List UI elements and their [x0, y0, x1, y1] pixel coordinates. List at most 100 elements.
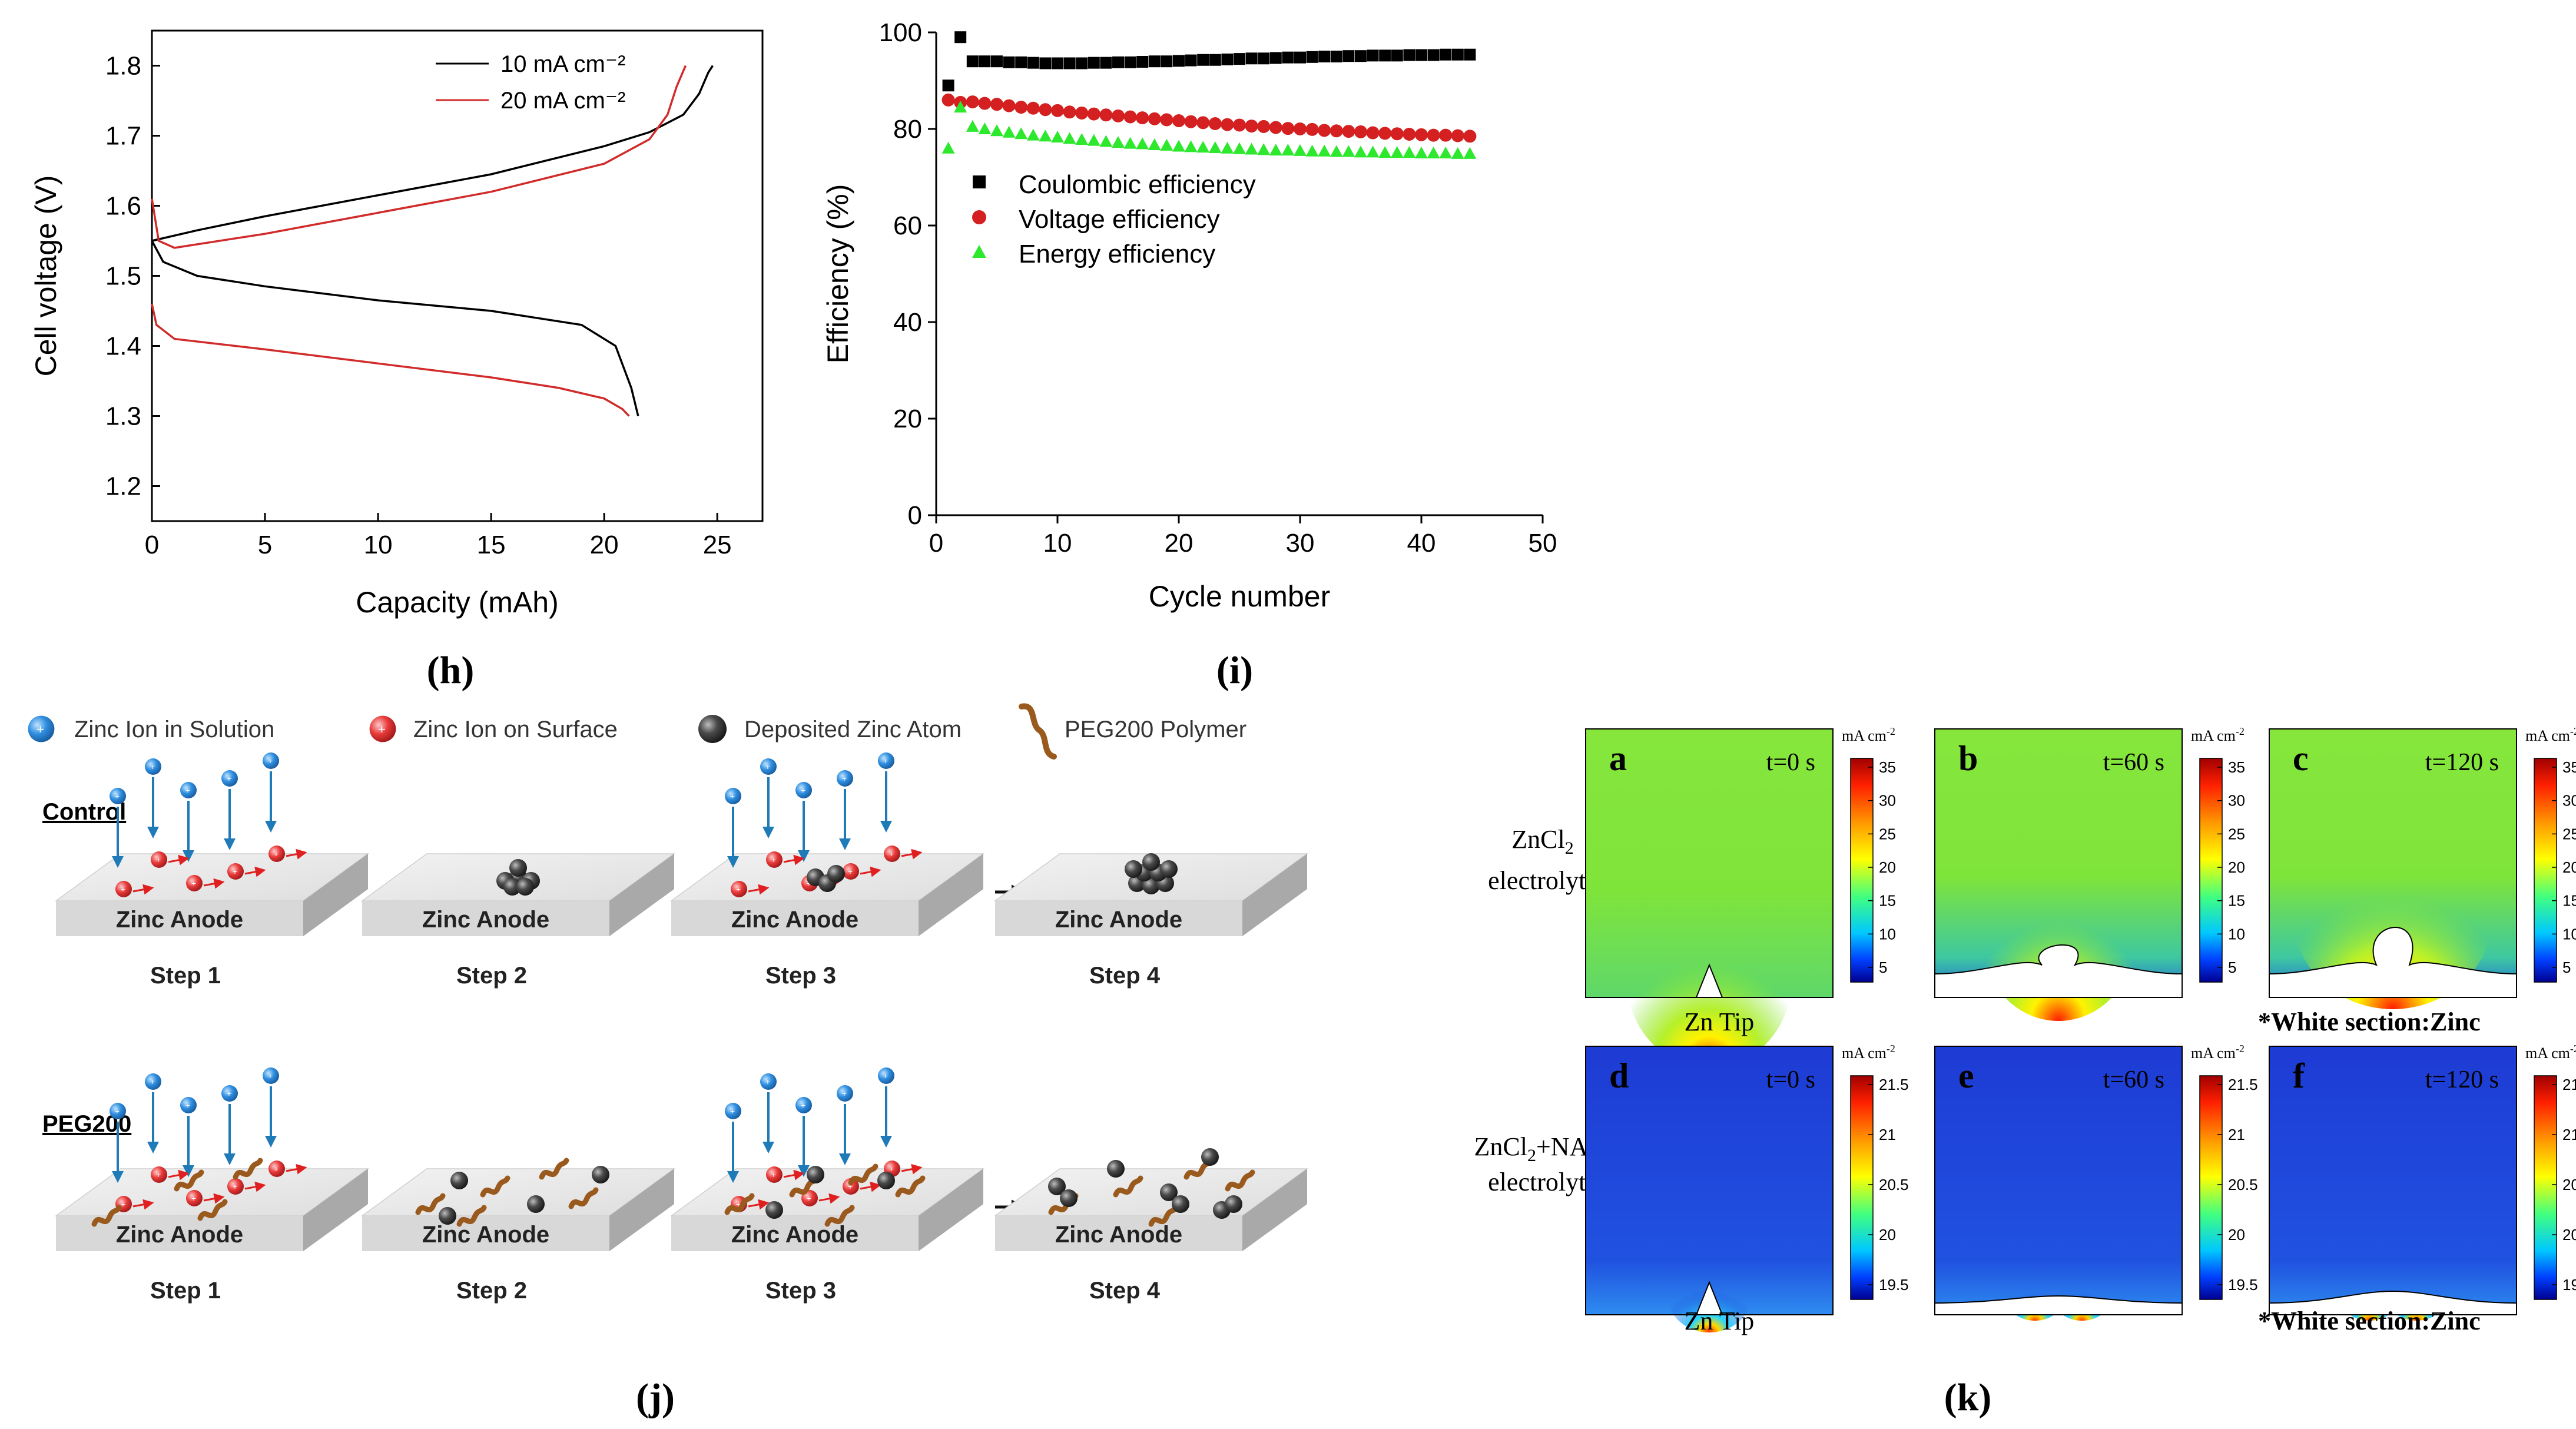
point-triangle-2-37: [1390, 146, 1404, 158]
zinc-ion-surface-icon: [151, 851, 167, 868]
colorbar-tick-label: 20: [2228, 858, 2245, 876]
point-triangle-2-34: [1354, 145, 1367, 158]
x-tick-label-2: 10: [364, 531, 393, 559]
colorbar-unit: mA cm-2: [2191, 725, 2245, 744]
panel-i-y-axis-label: Efficiency (%): [821, 184, 854, 364]
y-tick-label-0: 0: [908, 501, 922, 530]
colorbar-tick-label: 21.5: [2228, 1076, 2258, 1093]
anode-label: Zinc Anode: [422, 907, 549, 933]
point-triangle-2-2: [966, 120, 979, 132]
map-letter: a: [1609, 739, 1627, 778]
series-line-2: [151, 65, 687, 249]
colorbar-tick-label: 20: [1879, 1226, 1896, 1244]
point-circle-1-13: [1099, 108, 1113, 122]
zinc-ion-solution-icon: [28, 715, 55, 742]
colorbar-tick-label: 20: [2562, 1226, 2576, 1244]
point-triangle-2-18: [1160, 138, 1173, 151]
point-square-0-34: [1355, 50, 1367, 62]
surface-diffusion-arrow: [748, 884, 770, 895]
zinc-ion-solution-icon: [145, 758, 161, 775]
deposited-zinc-atom-icon: [877, 1172, 895, 1189]
anode-side-face: [609, 854, 674, 936]
y-tick-label-3: 60: [893, 211, 922, 240]
point-triangle-2-1: [954, 101, 967, 113]
colorbar: [1850, 1075, 1874, 1300]
colorbar-tick-label: 20.5: [2562, 1176, 2576, 1193]
zinc-ion-solution-icon: [725, 788, 741, 804]
surface-diffusion-arrow: [132, 884, 154, 895]
point-triangle-2-14: [1112, 135, 1125, 148]
colorbar-tick-label: 15: [2228, 892, 2245, 910]
colorbar-tick-label: 25: [1879, 825, 1896, 843]
zinc-deposit-shape: [1934, 1295, 2183, 1315]
point-circle-1-26: [1257, 120, 1271, 133]
point-circle-1-10: [1063, 105, 1076, 119]
field-map-e: e t=60 s mA cm-2 21.5 21 20.5 20 19.5: [1934, 1043, 2258, 1321]
point-square-0-20: [1185, 54, 1197, 67]
colorbar: [2199, 1075, 2223, 1300]
panel-h-series: [151, 65, 714, 417]
point-square-0-17: [1148, 55, 1161, 68]
y-tick-label-2: 1.4: [105, 332, 141, 361]
surface-diffusion-arrow: [132, 1199, 154, 1210]
anode-front-face: [56, 901, 303, 936]
map-letter: b: [1958, 739, 1978, 778]
point-circle-1-25: [1245, 120, 1258, 133]
zinc-ion-solution-icon: [145, 1073, 161, 1090]
deposited-zinc-atom-icon: [527, 1195, 545, 1213]
colorbar: [2534, 758, 2557, 983]
point-circle-1-31: [1318, 124, 1331, 137]
anode-label: Zinc Anode: [731, 907, 858, 933]
surface-diffusion-arrow: [244, 866, 266, 877]
point-triangle-2-4: [990, 124, 1003, 137]
point-square-0-29: [1294, 51, 1306, 64]
map-letter: e: [1958, 1056, 1974, 1095]
x-tick-label-4: 20: [590, 531, 619, 559]
point-circle-1-33: [1342, 125, 1355, 138]
map-letter: c: [2293, 739, 2309, 778]
point-triangle-2-7: [1026, 128, 1040, 141]
anode-block-r0-s0: Zinc Anode Step 1: [54, 752, 370, 989]
zn-tip-label-top: Zn Tip: [1685, 1007, 1755, 1036]
colorbar-tick-label: 5: [2562, 959, 2571, 976]
legend-zinc-ion-surface: Zinc Ion on Surface: [413, 717, 618, 742]
field-map-a: a t=0 s mA cm-2 35 30 25 20 15 10 5: [1585, 725, 1896, 1068]
zinc-ion-solution-icon: [878, 1067, 894, 1084]
deposited-zinc-atom-icon: [827, 865, 845, 883]
point-square-0-22: [1209, 54, 1221, 66]
zinc-ion-surface-icon: [186, 1190, 203, 1206]
surface-diffusion-arrow: [860, 1181, 881, 1192]
anode-front-face: [362, 901, 609, 936]
point-circle-1-35: [1366, 126, 1380, 140]
y-tick-label-1: 20: [893, 405, 922, 433]
point-circle-1-7: [1026, 101, 1040, 115]
anode-label: Zinc Anode: [1055, 907, 1182, 933]
step-label: Step 3: [765, 963, 836, 989]
point-triangle-2-40: [1427, 147, 1440, 158]
anode-front-face: [995, 901, 1242, 936]
zinc-ion-solution-icon: [837, 1085, 853, 1102]
colorbar-tick-label: 19.5: [1879, 1276, 1909, 1294]
zinc-ion-solution-icon: [725, 1103, 741, 1119]
point-triangle-2-0: [941, 141, 955, 154]
panel-h-y-axis-label: Cell voltage (V): [29, 175, 62, 377]
field-map-b: b t=60 s mA cm-2 35 30 25 20 15 10 5: [1934, 725, 2245, 1021]
zinc-ion-solution-icon: [795, 1097, 812, 1113]
anode-side-face: [919, 854, 983, 936]
colorbar: [2534, 1075, 2557, 1300]
zinc-deposit-shape: [2269, 1290, 2517, 1315]
point-triangle-2-22: [1208, 141, 1222, 153]
point-triangle-2-41: [1439, 147, 1453, 158]
deposited-zinc-atom-icon: [807, 1166, 824, 1183]
point-square-0-27: [1269, 52, 1282, 64]
step-label: Step 2: [456, 1278, 527, 1304]
deposited-zinc-atom-icon: [592, 1166, 609, 1183]
point-triangle-2-39: [1415, 147, 1428, 158]
zinc-ion-solution-icon: [110, 1103, 126, 1119]
point-circle-1-11: [1075, 106, 1089, 120]
zinc-ion-surface-icon: [884, 846, 900, 862]
deposited-zinc-atom-icon: [1142, 853, 1160, 871]
surface-diffusion-arrow: [203, 1193, 225, 1204]
colorbar-tick-label: 21.5: [2562, 1076, 2576, 1093]
